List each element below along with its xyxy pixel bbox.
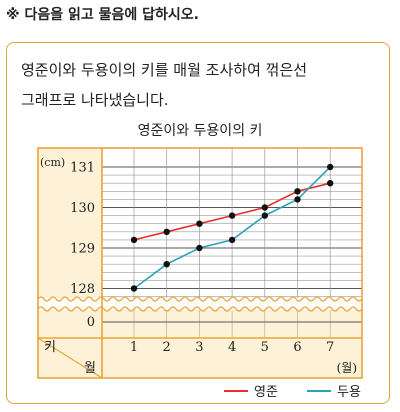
data-point-youngjun xyxy=(327,180,334,187)
question-line-1: 영준이와 두용이의 키를 매월 조사하여 꺾은선 xyxy=(21,61,308,79)
data-point-duyong xyxy=(294,196,301,203)
data-point-youngjun xyxy=(130,236,138,244)
legend-label-youngjun: 영준 xyxy=(254,385,278,400)
break-line-top xyxy=(37,296,363,302)
y-unit-label: (cm) xyxy=(40,156,65,169)
y-tick-label: 128 xyxy=(70,282,95,297)
x-tick-label: 1 xyxy=(130,340,138,355)
y-tick-label: 129 xyxy=(70,242,95,257)
data-point-youngjun xyxy=(163,228,170,235)
data-point-duyong xyxy=(261,212,268,219)
data-point-youngjun xyxy=(294,188,301,195)
chart-title: 영준이와 두용이의 키 xyxy=(137,123,263,139)
instruction-text: ※ 다음을 읽고 물음에 답하시오. xyxy=(6,7,199,23)
corner-label-bottom: 월 xyxy=(84,361,96,376)
x-tick-label: 6 xyxy=(293,340,301,355)
chart-frame: (cm) 131 130 129 128 0 키월 1 2 3 4 5 6 7(월) xyxy=(37,147,363,379)
x-tick-label: 5 xyxy=(261,340,269,355)
zero-label: 0 xyxy=(87,315,95,330)
y-label-panel xyxy=(38,148,102,304)
x-tick-label: 7 xyxy=(326,340,334,355)
data-point-youngjun xyxy=(261,204,268,211)
data-point-youngjun xyxy=(228,212,236,219)
y-tick-label: 130 xyxy=(70,201,95,216)
question-line-2: 그래프로 나타냈습니다. xyxy=(21,91,169,109)
legend-label-duyong: 두용 xyxy=(337,385,361,400)
x-tick-label: 3 xyxy=(195,340,203,355)
corner-label-top: 키 xyxy=(44,340,56,355)
y-tick-label: 131 xyxy=(70,161,95,176)
question-box: 영준이와 두용이의 키를 매월 조사하여 꺾은선 그래프로 나타냈습니다. xyxy=(6,42,390,404)
x-tick-label: 2 xyxy=(163,340,171,355)
x-tick-label: 4 xyxy=(228,340,236,355)
data-point-duyong xyxy=(228,236,236,244)
data-point-duyong xyxy=(130,285,138,292)
corner-diagonal xyxy=(37,337,103,379)
break-line-bottom xyxy=(37,306,363,312)
data-point-duyong xyxy=(327,163,334,171)
data-point-duyong xyxy=(196,244,203,252)
data-point-youngjun xyxy=(196,220,203,227)
x-unit-label: (월) xyxy=(337,361,357,375)
data-point-duyong xyxy=(163,261,170,268)
chart-border xyxy=(37,147,363,379)
chart-marks: 영준 두용 xyxy=(130,163,361,400)
question-text: 영준이와 두용이의 키를 매월 조사하여 꺾은선 그래프로 나타냈습니다. xyxy=(21,55,381,115)
